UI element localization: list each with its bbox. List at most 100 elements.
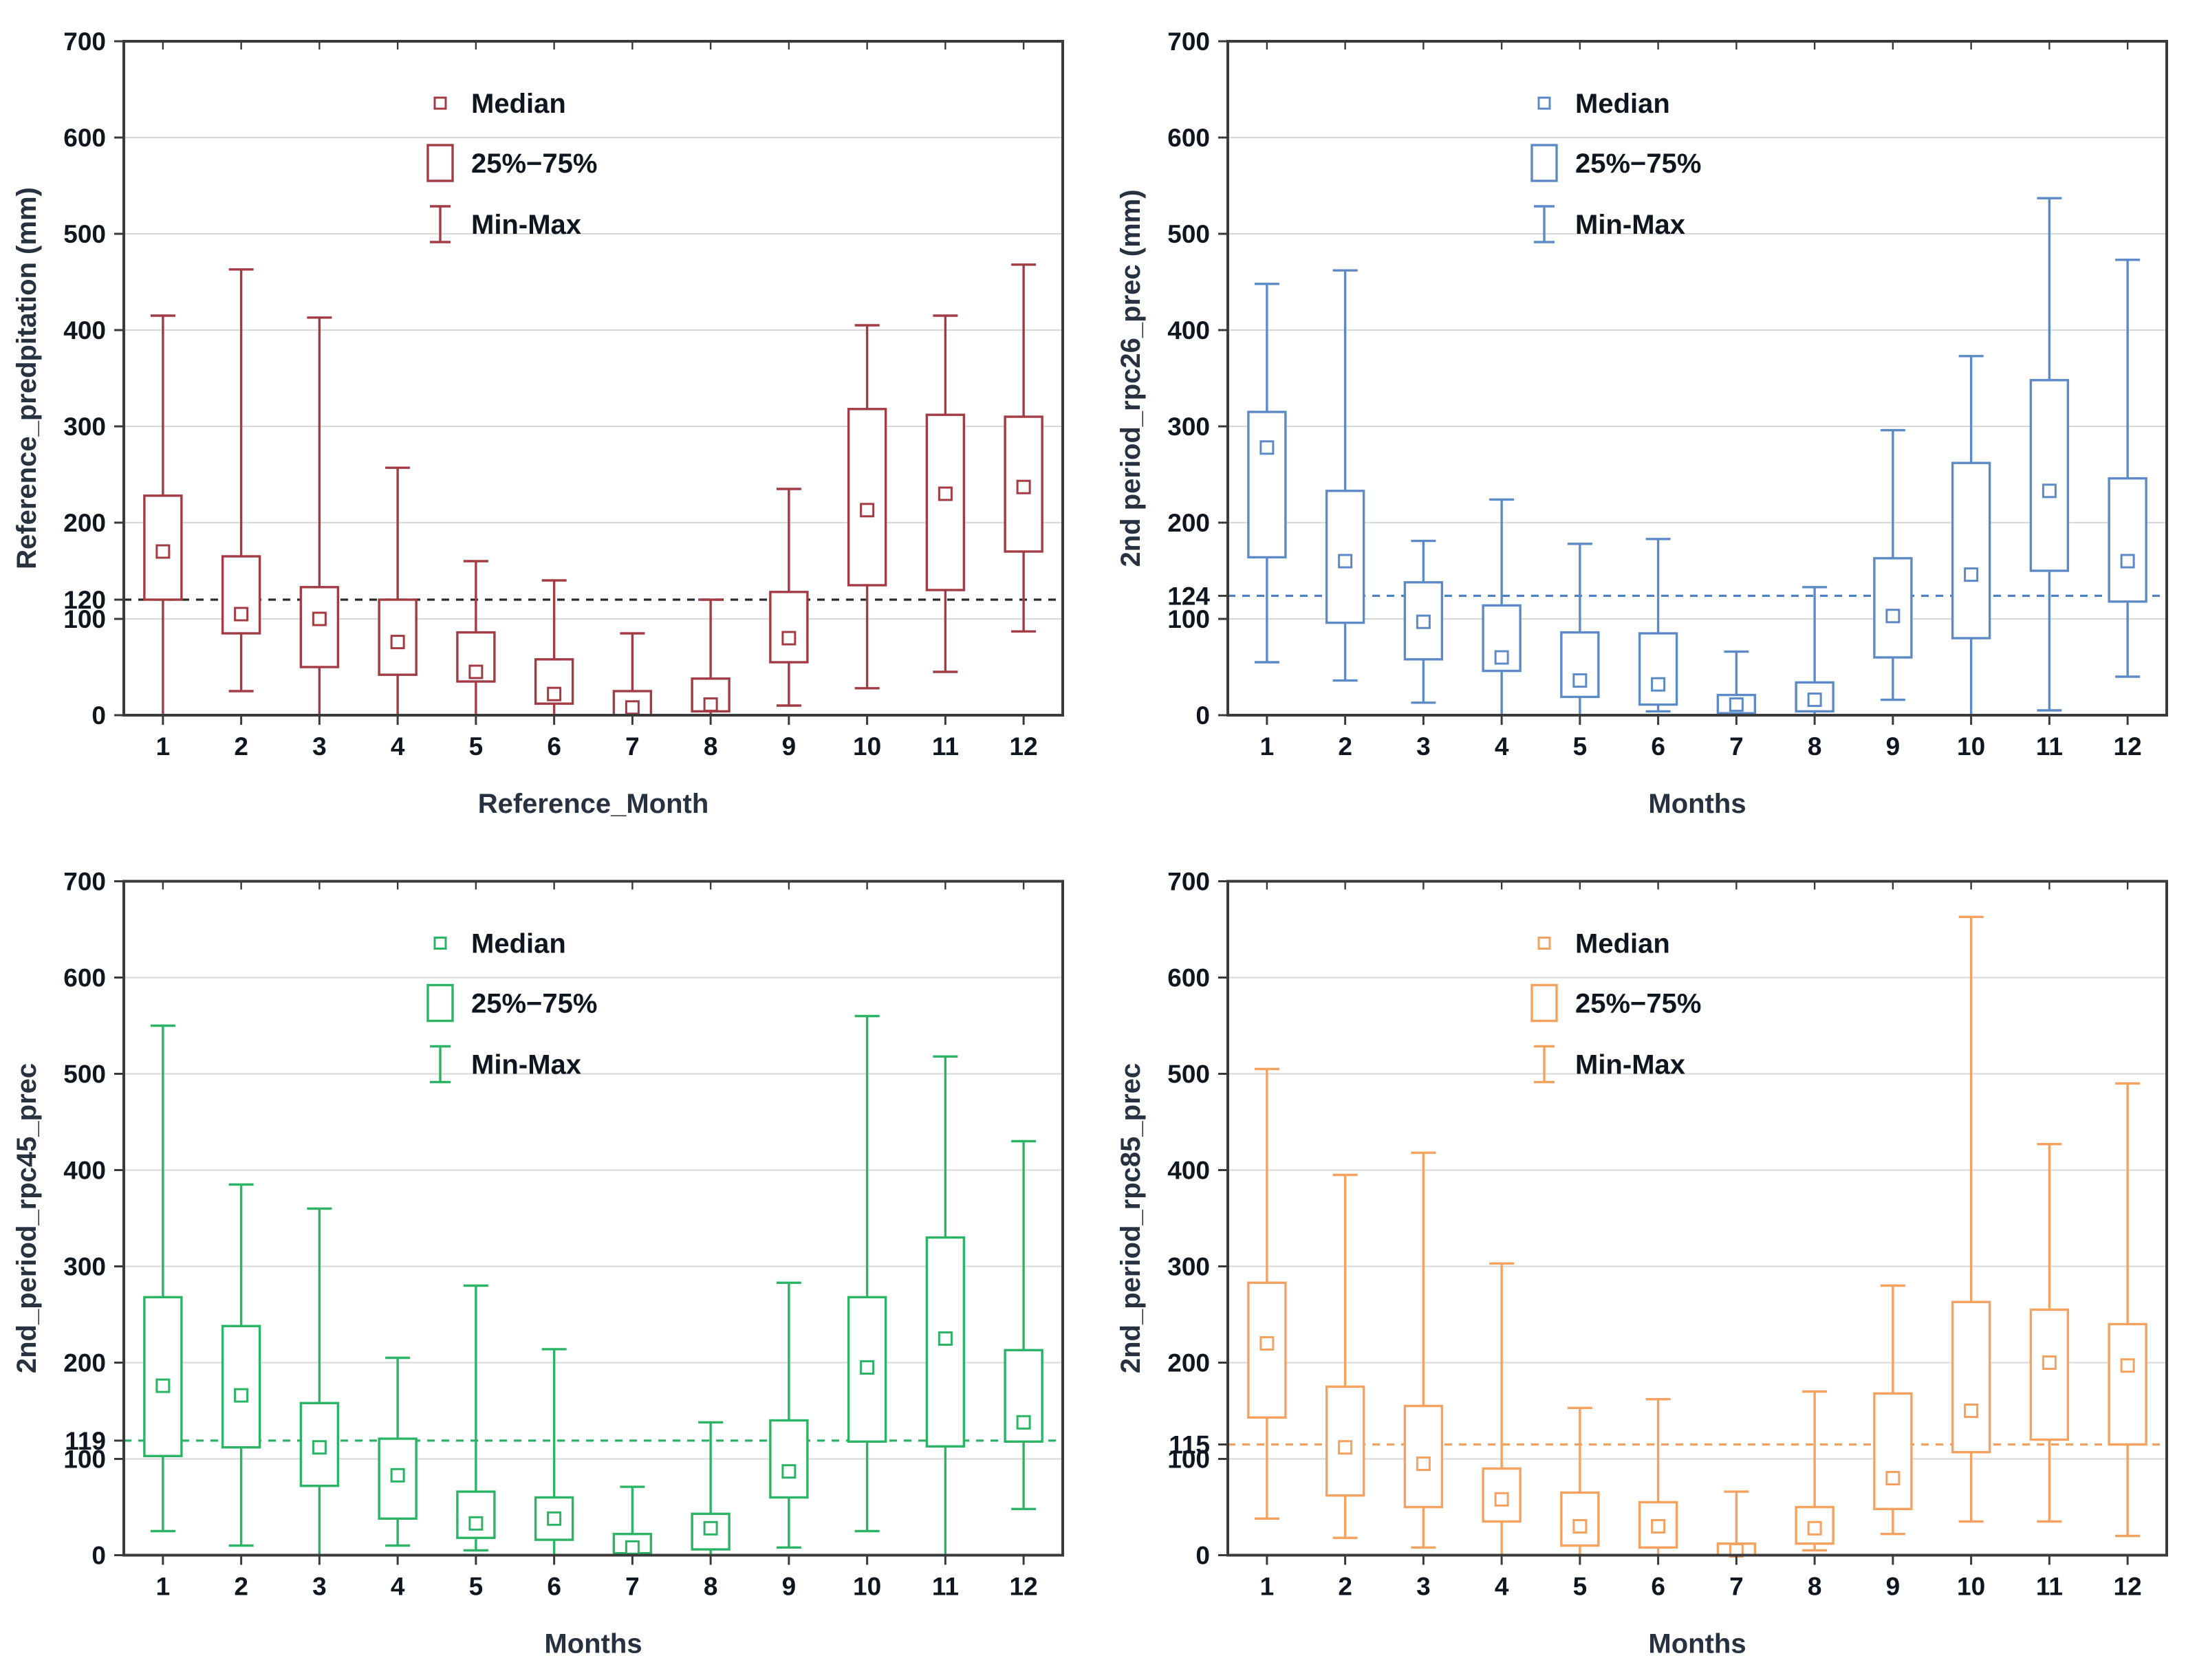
box-month-12: [2108, 1082, 2147, 1538]
median-marker-m4: [390, 1468, 405, 1483]
panel-rpc85: 0 100 200 300 400 500 600 700 115 1 2 3 4 5 6 7 8 9 10 11 12…: [1104, 840, 2208, 1680]
box-month-12: [2108, 259, 2147, 678]
median-marker-m9: [781, 1464, 797, 1479]
median-marker-m2: [234, 607, 249, 622]
box-month-4: [378, 1356, 418, 1547]
box-month-8: [1795, 1390, 1834, 1552]
legend-box-label: 25%−75%: [471, 989, 597, 1019]
median-marker-m12: [1016, 479, 1031, 494]
box-month-4: [1482, 498, 1522, 717]
x-tick-label-1: 1: [1260, 1573, 1275, 1601]
median-marker-m5: [1572, 1519, 1588, 1534]
box-month-2: [1325, 1173, 1365, 1539]
plot-frame: [122, 880, 1064, 1557]
iqr-box-m9: [1873, 557, 1913, 659]
legend-box-label: 25%−75%: [1575, 149, 1701, 179]
box-month-3: [299, 316, 340, 717]
x-tick-label-4: 4: [391, 1573, 405, 1601]
box-month-2: [1325, 269, 1365, 682]
y-tick-label-700: 700: [63, 28, 106, 56]
y-tick-label-600: 600: [63, 124, 106, 152]
y-tick-label-refline: 119: [65, 1427, 106, 1455]
x-tick-label-12: 12: [1010, 1573, 1038, 1601]
x-tick-label-8: 8: [1808, 1573, 1822, 1601]
iqr-box-m9: [769, 1419, 809, 1499]
legend-minmax-label: Min-Max: [1575, 210, 1685, 240]
box-month-3: [299, 1207, 340, 1557]
median-marker-m5: [468, 664, 484, 679]
y-tick-label-200: 200: [1167, 509, 1210, 537]
x-tick-label-3: 3: [312, 1573, 327, 1601]
box-month-4: [378, 466, 418, 717]
median-marker-m10: [860, 503, 875, 518]
median-marker-m10: [1964, 567, 1979, 582]
median-marker-m5: [1572, 673, 1588, 688]
y-axis-title: 2nd period_rpc26_prec (mm): [1116, 189, 1146, 567]
x-tick-label-3: 3: [1416, 732, 1431, 761]
median-marker-m8: [1807, 1520, 1822, 1536]
median-marker-m4: [390, 635, 405, 650]
median-marker-m4: [1494, 1492, 1509, 1507]
panel-rpc26: 0 100 200 300 400 500 600 700 124 1 2 3 4 5 6 7 8 9 10 11 12…: [1104, 0, 2208, 840]
x-tick-label-11: 11: [932, 732, 959, 761]
x-tick-label-9: 9: [1886, 1573, 1901, 1601]
box-month-6: [1638, 1398, 1678, 1557]
box-month-1: [143, 1024, 183, 1533]
y-tick-label-100: 100: [63, 605, 106, 633]
legend-minmax-label: Min-Max: [471, 210, 581, 240]
box-month-12: [1004, 263, 1043, 633]
x-tick-label-2: 2: [234, 732, 248, 761]
median-marker-m3: [312, 611, 327, 626]
iqr-box-m1: [1247, 411, 1287, 559]
y-axis-title: 2nd_period_rpc45_prec: [12, 1063, 42, 1373]
median-marker-m7: [625, 700, 640, 715]
y-tick-label-100: 100: [1167, 1446, 1210, 1474]
median-marker-m4: [1494, 650, 1509, 665]
x-tick-label-3: 3: [312, 732, 327, 761]
y-tick-label-500: 500: [1167, 220, 1210, 248]
y-tick-label-200: 200: [1167, 1349, 1210, 1377]
x-tick-label-8: 8: [704, 732, 718, 761]
legend-median-icon: [433, 937, 447, 950]
x-tick-label-2: 2: [1338, 1573, 1352, 1601]
box-month-10: [1951, 915, 1991, 1523]
plot-frame: [122, 40, 1064, 717]
y-tick-label-refline: 124: [1167, 582, 1210, 610]
median-marker-m10: [1964, 1404, 1979, 1418]
legend-box-icon: [1530, 983, 1558, 1023]
y-axis-title: Reference_predpitation (mm): [12, 187, 42, 569]
iqr-box-m11: [2029, 379, 2070, 572]
box-month-9: [769, 488, 809, 707]
y-tick-label-0: 0: [1195, 1542, 1210, 1570]
y-tick-label-700: 700: [1167, 868, 1210, 896]
median-marker-m2: [1338, 1440, 1353, 1455]
legend-median-icon: [1537, 937, 1551, 950]
legend: Median 25%−75% Min-Max: [1530, 89, 1701, 243]
median-marker-m1: [1259, 1336, 1275, 1351]
x-tick-label-12: 12: [1010, 732, 1038, 761]
y-tick-label-600: 600: [1167, 124, 1210, 152]
median-marker-m1: [155, 544, 171, 559]
x-tick-label-7: 7: [625, 1573, 640, 1601]
x-tick-label-3: 3: [1416, 1573, 1431, 1601]
x-tick-label-10: 10: [853, 1573, 881, 1601]
box-month-1: [1247, 1067, 1287, 1520]
box-month-4: [1482, 1262, 1522, 1557]
y-tick-label-200: 200: [63, 1349, 106, 1377]
x-tick-label-1: 1: [156, 732, 171, 761]
x-tick-label-11: 11: [2036, 732, 2063, 761]
median-marker-m3: [1416, 1457, 1431, 1471]
x-tick-label-6: 6: [1651, 732, 1665, 761]
x-tick-label-2: 2: [1338, 732, 1352, 761]
iqr-box-m4: [378, 1437, 418, 1520]
x-tick-label-4: 4: [391, 732, 405, 761]
y-tick-label-500: 500: [63, 220, 106, 248]
box-month-11: [2029, 197, 2070, 712]
median-marker-m11: [938, 486, 953, 501]
y-tick-label-0: 0: [91, 701, 106, 730]
y-tick-label-500: 500: [63, 1060, 106, 1089]
box-month-10: [847, 324, 887, 690]
y-tick-label-400: 400: [1167, 1157, 1210, 1185]
